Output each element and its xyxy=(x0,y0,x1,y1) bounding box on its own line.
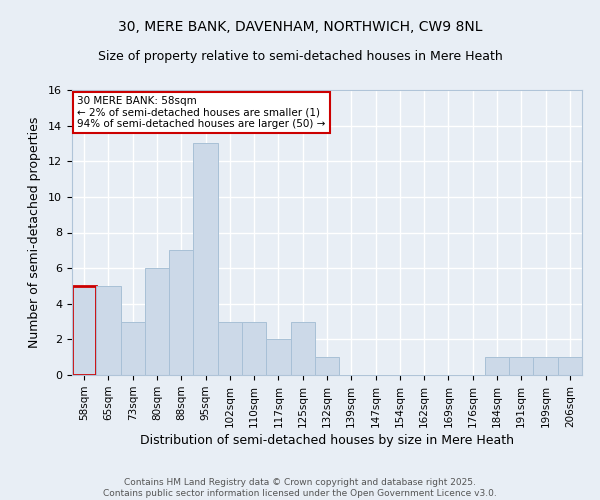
Bar xyxy=(290,322,315,375)
Bar xyxy=(193,144,218,375)
Bar xyxy=(266,340,290,375)
Bar xyxy=(315,357,339,375)
Bar xyxy=(242,322,266,375)
Bar xyxy=(145,268,169,375)
Bar xyxy=(121,322,145,375)
X-axis label: Distribution of semi-detached houses by size in Mere Heath: Distribution of semi-detached houses by … xyxy=(140,434,514,447)
Bar xyxy=(218,322,242,375)
Y-axis label: Number of semi-detached properties: Number of semi-detached properties xyxy=(28,117,41,348)
Text: 30, MERE BANK, DAVENHAM, NORTHWICH, CW9 8NL: 30, MERE BANK, DAVENHAM, NORTHWICH, CW9 … xyxy=(118,20,482,34)
Text: Size of property relative to semi-detached houses in Mere Heath: Size of property relative to semi-detach… xyxy=(98,50,502,63)
Bar xyxy=(558,357,582,375)
Bar xyxy=(169,250,193,375)
Text: 30 MERE BANK: 58sqm
← 2% of semi-detached houses are smaller (1)
94% of semi-det: 30 MERE BANK: 58sqm ← 2% of semi-detache… xyxy=(77,96,325,129)
Text: Contains HM Land Registry data © Crown copyright and database right 2025.
Contai: Contains HM Land Registry data © Crown c… xyxy=(103,478,497,498)
Bar xyxy=(96,286,121,375)
Bar xyxy=(533,357,558,375)
Bar xyxy=(72,286,96,375)
Bar xyxy=(485,357,509,375)
Bar xyxy=(509,357,533,375)
